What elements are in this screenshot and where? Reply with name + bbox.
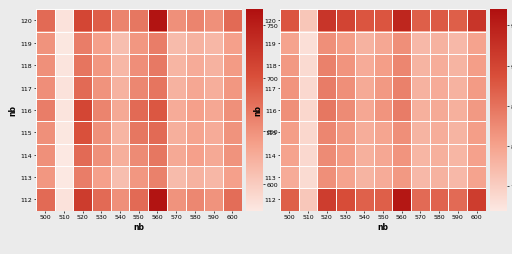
Y-axis label: nb: nb bbox=[253, 105, 262, 116]
Y-axis label: nb: nb bbox=[9, 105, 18, 116]
X-axis label: nb: nb bbox=[377, 222, 389, 231]
X-axis label: nb: nb bbox=[133, 222, 144, 231]
Y-axis label: GFlop/s: GFlop/s bbox=[281, 98, 287, 123]
